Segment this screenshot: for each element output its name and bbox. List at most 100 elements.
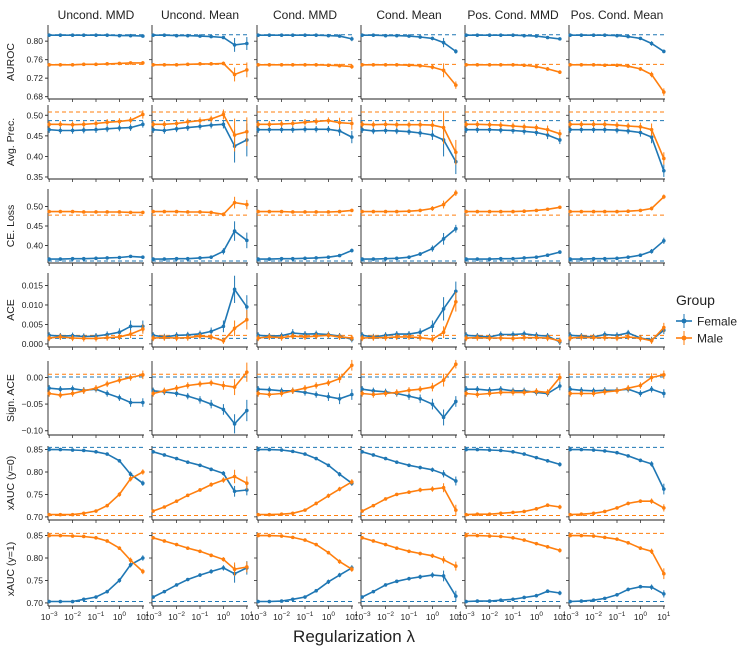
- data-point: [162, 539, 167, 543]
- data-point: [615, 592, 619, 597]
- data-point: [94, 509, 98, 513]
- data-point: [337, 120, 342, 125]
- data-point: [383, 583, 388, 587]
- data-point: [221, 112, 226, 117]
- data-point: [568, 62, 572, 67]
- data-point: [128, 400, 133, 405]
- y-tick-label: −0.10: [21, 426, 43, 436]
- data-point: [371, 392, 376, 397]
- panel: [358, 189, 458, 266]
- data-point: [602, 509, 607, 514]
- data-point: [371, 122, 376, 127]
- data-point: [615, 450, 619, 455]
- data-point: [128, 254, 133, 259]
- data-point: [407, 394, 411, 398]
- data-point: [511, 510, 515, 515]
- data-point: [579, 391, 584, 396]
- y-tick-label: 0.000: [22, 339, 44, 349]
- data-point: [151, 209, 155, 214]
- data-point: [58, 335, 63, 339]
- data-point: [267, 257, 272, 261]
- data-point: [326, 255, 331, 259]
- data-point: [81, 128, 86, 132]
- data-point: [407, 255, 411, 259]
- data-point: [454, 191, 458, 195]
- data-point: [545, 336, 550, 340]
- data-point: [545, 545, 550, 549]
- data-point: [615, 506, 619, 510]
- data-point: [267, 599, 272, 604]
- data-point: [256, 599, 260, 604]
- data-point: [487, 62, 492, 67]
- data-point: [326, 394, 331, 399]
- panel: [462, 25, 562, 102]
- data-point: [350, 208, 354, 213]
- data-point: [221, 383, 226, 388]
- data-point: [303, 538, 307, 542]
- data-point: [638, 584, 643, 589]
- data-point: [303, 335, 307, 339]
- data-point: [209, 402, 213, 406]
- data-point: [441, 378, 446, 382]
- data-point: [522, 33, 526, 38]
- data-point: [441, 574, 446, 578]
- row-label: AUROC: [5, 43, 17, 81]
- data-point: [522, 509, 526, 514]
- series-line-male: [570, 196, 665, 213]
- data-point: [407, 576, 411, 581]
- data-point: [47, 257, 51, 261]
- data-point: [511, 256, 515, 261]
- data-point: [245, 370, 249, 374]
- facet-title: Pos. Cond. MMD: [467, 8, 559, 22]
- data-point: [174, 542, 179, 547]
- data-point: [475, 122, 480, 127]
- data-point: [47, 62, 51, 67]
- data-point: [337, 559, 342, 564]
- data-point: [117, 492, 122, 497]
- data-point: [162, 33, 167, 37]
- data-point: [579, 122, 584, 127]
- data-point: [407, 549, 411, 554]
- data-point: [638, 124, 643, 129]
- data-point: [198, 118, 202, 123]
- data-point: [534, 593, 539, 598]
- data-point: [441, 202, 446, 207]
- data-point: [232, 133, 237, 137]
- data-point: [371, 129, 376, 133]
- data-point: [326, 333, 331, 338]
- data-point: [128, 210, 133, 215]
- data-point: [279, 62, 284, 67]
- data-point: [221, 249, 226, 254]
- data-point: [558, 131, 562, 136]
- data-point: [151, 595, 155, 599]
- data-point: [290, 33, 295, 37]
- data-point: [394, 129, 399, 133]
- data-point: [267, 33, 272, 37]
- data-point: [464, 127, 468, 132]
- data-point: [350, 392, 354, 397]
- data-point: [383, 33, 388, 38]
- data-point: [558, 384, 562, 388]
- data-point: [626, 386, 630, 390]
- data-point: [522, 256, 526, 260]
- data-point: [371, 209, 376, 214]
- data-point: [418, 35, 422, 39]
- data-point: [174, 209, 179, 214]
- panel: [254, 359, 354, 438]
- data-point: [498, 332, 503, 337]
- data-point: [117, 459, 122, 463]
- panel: [566, 446, 666, 523]
- data-point: [185, 394, 190, 398]
- facet-title: Cond. Mean: [376, 8, 441, 22]
- data-point: [209, 123, 213, 127]
- data-point: [81, 210, 86, 214]
- data-point: [81, 511, 86, 516]
- y-tick-label: 0.70: [26, 512, 43, 522]
- legend-title: Group: [676, 292, 715, 308]
- data-point: [464, 33, 468, 37]
- data-point: [70, 336, 75, 340]
- data-point: [221, 35, 226, 40]
- data-point: [314, 456, 318, 461]
- data-point: [394, 122, 399, 127]
- data-point: [418, 396, 422, 401]
